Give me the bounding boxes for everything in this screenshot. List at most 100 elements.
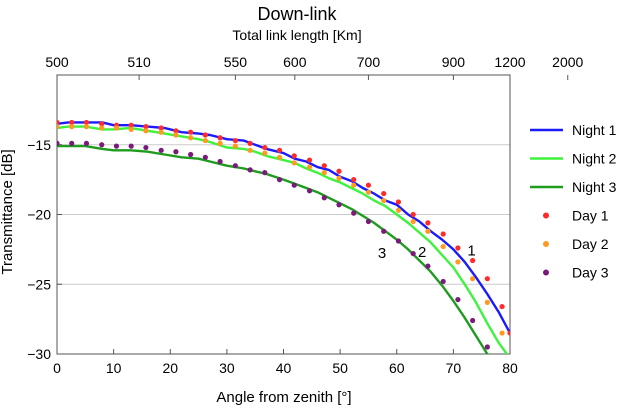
data-point-day-2 <box>113 125 120 131</box>
data-point-day-1 <box>410 211 416 218</box>
data-point-day-1 <box>57 119 60 126</box>
data-point-day-3 <box>351 210 357 216</box>
data-point-day-2 <box>470 276 476 282</box>
data-point-day-2 <box>440 243 446 250</box>
data-point-day-1 <box>455 245 461 251</box>
data-point-day-3 <box>158 147 164 153</box>
data-point-day-3 <box>202 154 208 160</box>
data-point-day-1 <box>232 137 238 144</box>
top-axis-label: Total link length [Km] <box>232 27 361 43</box>
legend-label-night-2: Night 2 <box>572 151 617 167</box>
data-point-day-2 <box>410 218 416 225</box>
data-point-day-2 <box>158 129 164 135</box>
data-point-day-2 <box>57 124 60 130</box>
data-point-day-1 <box>470 257 476 264</box>
data-point-day-3 <box>247 167 253 173</box>
data-point-day-3 <box>57 140 60 146</box>
data-point-day-2 <box>217 140 223 146</box>
data-point-day-2 <box>69 124 75 130</box>
data-point-day-2 <box>173 132 179 138</box>
data-point-day-2 <box>365 189 372 195</box>
series-layer <box>57 119 510 354</box>
curve-label-2: 2 <box>418 244 426 261</box>
data-point-day-1 <box>507 330 510 336</box>
data-point-day-1 <box>440 231 446 237</box>
data-point-day-2 <box>202 137 208 144</box>
data-point-day-1 <box>143 124 149 130</box>
legend-swatch-day-2 <box>543 241 549 247</box>
data-point-day-1 <box>188 129 194 135</box>
top-tick-label: 510 <box>127 54 151 70</box>
data-point-day-3 <box>291 182 297 188</box>
x-tick-label: 80 <box>502 360 518 376</box>
data-point-day-3 <box>470 317 476 324</box>
data-point-day-1 <box>202 132 208 138</box>
top-tick-label: 600 <box>283 54 307 70</box>
legend-label-day-2: Day 2 <box>572 236 609 252</box>
data-point-day-1 <box>306 157 313 163</box>
data-point-day-1 <box>128 122 134 128</box>
data-point-day-1 <box>262 144 268 151</box>
curve-label-3: 3 <box>378 245 386 262</box>
top-tick-label: 900 <box>442 54 466 70</box>
series-line-night-3 <box>57 144 489 354</box>
data-point-day-3 <box>455 296 461 303</box>
data-point-day-2 <box>306 164 313 170</box>
data-point-day-3 <box>99 142 105 148</box>
data-point-day-3 <box>306 188 313 194</box>
data-point-day-1 <box>425 220 431 226</box>
data-point-day-2 <box>395 207 402 213</box>
data-point-day-2 <box>499 330 505 336</box>
grid <box>57 144 510 355</box>
data-point-day-1 <box>291 153 297 159</box>
data-point-day-3 <box>69 140 75 146</box>
data-point-day-1 <box>365 182 372 188</box>
data-point-day-2 <box>99 125 105 131</box>
data-point-day-3 <box>440 278 446 285</box>
legend-swatch-day-3 <box>543 269 549 276</box>
series-line-night-2 <box>57 125 509 354</box>
x-tick-label: 50 <box>332 360 348 376</box>
data-point-day-1 <box>321 163 327 169</box>
data-point-day-1 <box>499 303 505 310</box>
data-point-day-1 <box>247 140 253 146</box>
data-point-day-2 <box>188 135 194 141</box>
data-point-day-2 <box>262 150 268 156</box>
data-point-day-3 <box>381 228 387 234</box>
top-tick-label: 2000 <box>552 54 583 70</box>
y-tick-label: −30 <box>27 346 51 362</box>
data-point-day-3 <box>83 140 90 146</box>
data-point-day-2 <box>143 128 149 134</box>
data-point-day-3 <box>321 195 327 201</box>
top-tick-label: 550 <box>224 54 248 70</box>
data-point-day-2 <box>247 147 253 153</box>
legend-label-night-1: Night 1 <box>572 122 617 138</box>
y-tick-label: −25 <box>27 276 51 292</box>
data-point-day-3 <box>484 344 490 350</box>
data-point-day-2 <box>351 182 357 188</box>
data-point-day-2 <box>381 197 387 204</box>
data-point-day-3 <box>425 263 431 269</box>
data-point-day-1 <box>276 147 283 153</box>
data-point-day-1 <box>484 276 490 282</box>
top-tick-label: 1200 <box>494 54 525 70</box>
data-point-day-3 <box>188 151 194 158</box>
legend-label-night-3: Night 3 <box>572 179 617 195</box>
data-point-day-3 <box>128 143 134 149</box>
curve-label-1: 1 <box>467 242 475 259</box>
data-point-day-1 <box>381 190 387 197</box>
data-point-day-1 <box>336 168 342 174</box>
legend-swatch-day-1 <box>543 212 549 219</box>
legend: Night 1 Night 2 Night 3 Day 1 Day 2 Day 3 <box>530 122 617 281</box>
legend-label-day-1: Day 1 <box>572 208 609 224</box>
data-point-day-2 <box>455 259 461 265</box>
data-point-day-1 <box>217 135 223 141</box>
data-point-day-1 <box>69 119 75 126</box>
x-tick-label: 60 <box>389 360 405 376</box>
data-point-day-3 <box>113 143 120 149</box>
data-point-day-3 <box>217 158 223 165</box>
x-tick-label: 0 <box>53 360 61 376</box>
x-axis-label: Angle from zenith [°] <box>216 389 351 406</box>
data-point-day-2 <box>232 143 238 149</box>
